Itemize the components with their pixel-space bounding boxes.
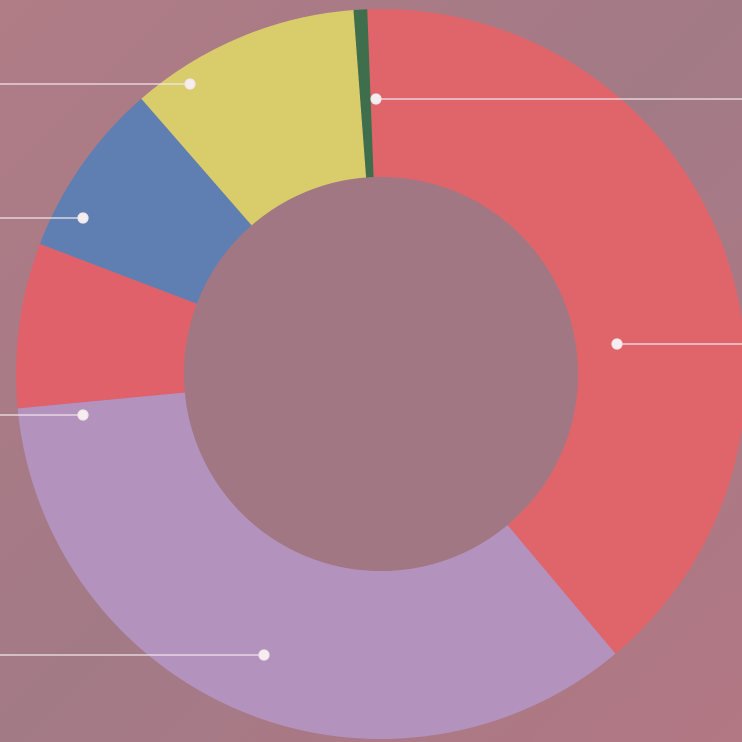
leader-dot — [258, 649, 270, 661]
donut-segment — [367, 9, 742, 654]
leader-dot — [611, 338, 623, 350]
donut-segment — [16, 243, 197, 409]
leader-dot — [370, 93, 382, 105]
leader-dot — [77, 212, 89, 224]
donut-segment — [39, 98, 252, 304]
leader-dot — [184, 78, 196, 90]
leader-dot — [77, 409, 89, 421]
donut-hole — [184, 177, 578, 571]
donut — [16, 9, 742, 739]
donut-segment — [141, 10, 367, 226]
donut-segment — [17, 392, 616, 739]
leader-lines — [0, 78, 742, 661]
donut-segment — [353, 9, 374, 178]
